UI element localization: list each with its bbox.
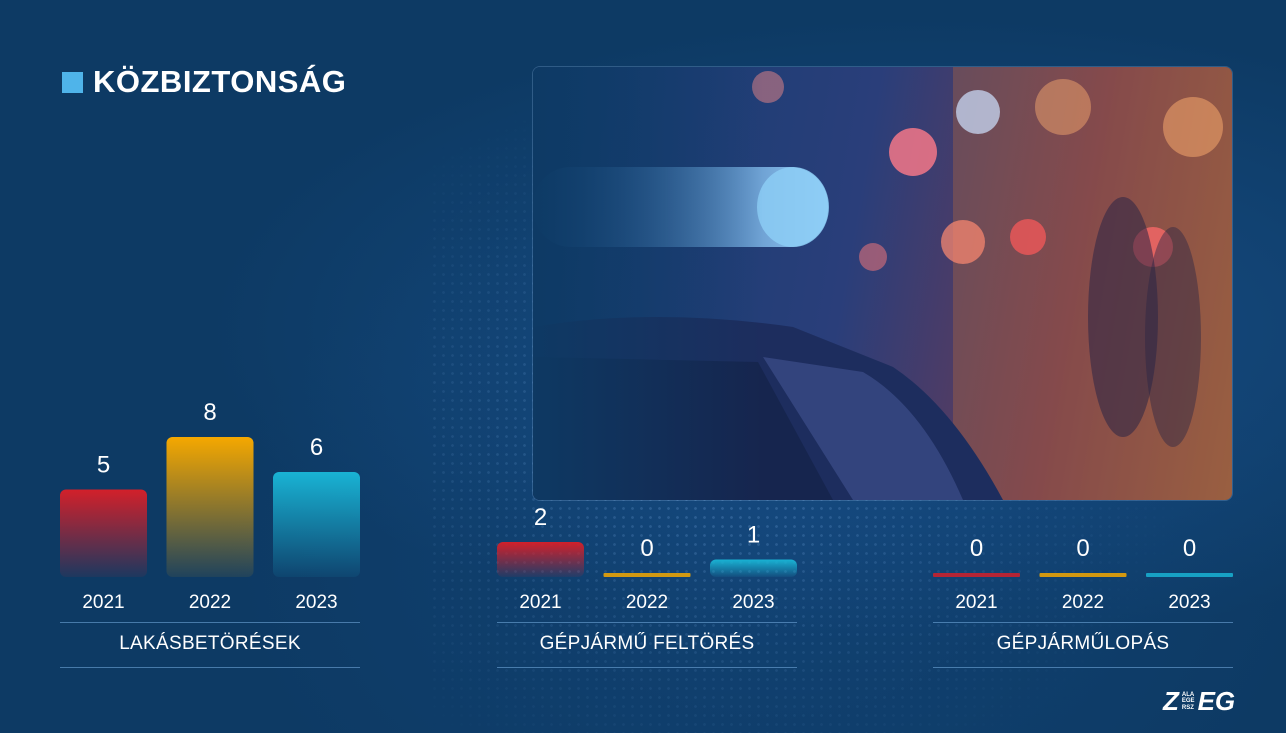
page-title: KÖZBIZTONSÁG [93, 64, 347, 99]
group-divider-bottom [933, 667, 1233, 668]
chart-label-gepjarmu-felfores: GÉPJÁRMŰ FELTÖRÉS [539, 633, 755, 654]
value-label: 8 [203, 399, 216, 426]
bar-2021 [60, 489, 147, 577]
bar-2022 [603, 573, 691, 577]
chart-label-lakasbetoresek: LAKÁSBETÖRÉSEK [119, 633, 301, 654]
value-label: 0 [1183, 535, 1196, 562]
chart-label-gepjarmulopas: GÉPJÁRMŰLOPÁS [996, 633, 1170, 654]
bar-2023 [273, 472, 360, 577]
value-label: 2 [534, 504, 547, 531]
value-label: 0 [1076, 535, 1089, 562]
chart-gepjarmulopas: 0 2021 0 2022 0 2023 GÉPJÁRMŰLOPÁS [933, 380, 1233, 670]
value-label: 6 [310, 434, 323, 461]
group-divider-top [497, 622, 797, 623]
value-label: 1 [747, 522, 760, 549]
chart-gepjarmu-felfores: 2 2021 0 2022 1 2023 GÉPJÁRMŰ FELTÖRÉS [497, 380, 797, 670]
value-label: 5 [97, 452, 110, 479]
police-car-photo [533, 67, 1232, 500]
bar-2021 [933, 573, 1020, 577]
chart-svg-gepjarmulopas: 0 2021 0 2022 0 2023 [933, 535, 1233, 613]
logo-z: Z [1163, 686, 1179, 716]
year-tick-label: 2021 [82, 592, 124, 613]
page-header: KÖZBIZTONSÁG [62, 64, 346, 100]
logo-small-line: ALA [1181, 691, 1195, 698]
group-divider-bottom [497, 667, 797, 668]
year-tick-label: 2021 [519, 592, 561, 613]
brand-logo: Z ALA EGE RSZ EG [1163, 686, 1235, 717]
chart-lakasbetoresek: 5 2021 8 2022 6 2023 LAKÁSBETÖRÉSEK [60, 380, 360, 670]
logo-small-line: EGE [1181, 698, 1195, 705]
photo-fade [533, 67, 763, 500]
bar-2023 [1146, 573, 1233, 577]
year-tick-label: 2022 [1062, 592, 1104, 613]
year-tick-label: 2022 [626, 592, 668, 613]
chart-svg-gepjarmu-felfores: 2 2021 0 2022 1 2023 [497, 504, 797, 613]
year-tick-label: 2022 [189, 592, 231, 613]
group-divider-bottom [60, 667, 360, 668]
year-tick-label: 2023 [732, 592, 774, 613]
bar-2022 [166, 437, 254, 577]
bar-2022 [1039, 573, 1127, 577]
bar-2021 [497, 542, 584, 577]
year-tick-label: 2023 [295, 592, 337, 613]
group-divider-top [933, 622, 1233, 623]
value-label: 0 [970, 535, 983, 562]
logo-eg: EG [1197, 686, 1236, 716]
title-square-icon [62, 71, 83, 93]
value-label: 0 [640, 535, 653, 562]
chart-svg-lakasbetoresek: 5 2021 8 2022 6 2023 [60, 399, 360, 613]
logo-small-text: ALA EGE RSZ [1182, 692, 1195, 712]
logo-small-line: RSZ [1181, 704, 1194, 711]
group-divider-top [60, 622, 360, 623]
year-tick-label: 2023 [1168, 592, 1210, 613]
year-tick-label: 2021 [955, 592, 997, 613]
bar-2023 [710, 559, 797, 577]
